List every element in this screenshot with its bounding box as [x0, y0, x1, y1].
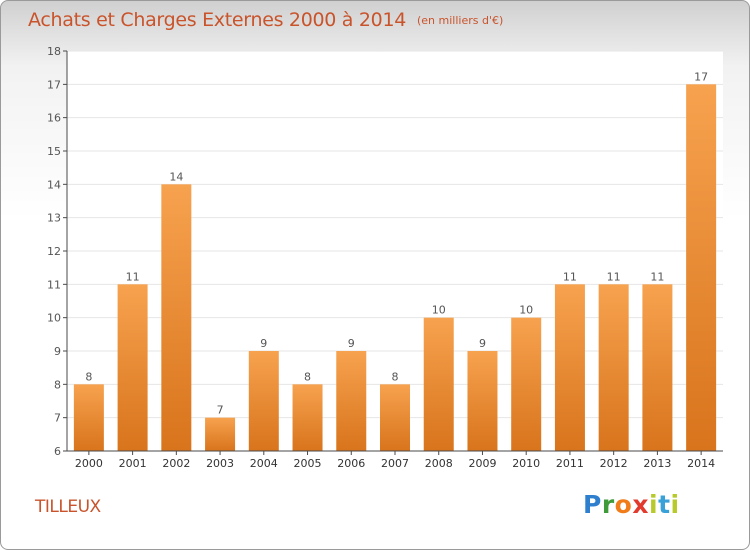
x-tick-label: 2001: [119, 457, 147, 470]
x-tick-label: 2006: [337, 457, 365, 470]
logo-letter: x: [632, 490, 649, 519]
y-tick-label: 6: [54, 445, 61, 458]
data-label: 8: [304, 370, 311, 383]
y-tick-label: 10: [47, 312, 61, 325]
proxiti-logo: Proxiti: [583, 490, 680, 519]
x-tick-label: 2003: [206, 457, 234, 470]
data-label: 10: [519, 304, 533, 317]
chart-unit: (en milliers d'€): [417, 14, 504, 27]
bar: [248, 351, 279, 451]
data-label: 10: [432, 304, 446, 317]
y-tick-label: 7: [54, 412, 61, 425]
logo-letter: i: [670, 490, 680, 519]
data-label: 11: [607, 270, 621, 283]
x-tick-label: 2014: [687, 457, 715, 470]
y-tick-label: 15: [47, 145, 61, 158]
x-tick-label: 2007: [381, 457, 409, 470]
x-tick-label: 2008: [425, 457, 453, 470]
bar: [205, 417, 236, 451]
logo-letter: r: [601, 490, 615, 519]
bar: [554, 284, 585, 451]
x-tick-label: 2010: [512, 457, 540, 470]
bar: [423, 317, 454, 451]
bar: [336, 351, 367, 451]
x-tick-label: 2009: [468, 457, 496, 470]
commune-name: TILLEUX: [35, 497, 101, 517]
x-tick-label: 2013: [643, 457, 671, 470]
x-tick-label: 2012: [600, 457, 628, 470]
bar: [117, 284, 148, 451]
logo-letter: t: [658, 490, 671, 519]
y-tick-label: 18: [47, 45, 61, 58]
data-label: 8: [85, 370, 92, 383]
logo-letter: o: [614, 490, 633, 519]
x-tick-label: 2005: [294, 457, 322, 470]
x-tick-label: 2004: [250, 457, 278, 470]
bar: [598, 284, 629, 451]
chart-title: Achats et Charges Externes 2000 à 2014: [28, 9, 407, 31]
bar: [73, 384, 104, 451]
x-tick-label: 2000: [75, 457, 103, 470]
y-tick-label: 9: [54, 345, 61, 358]
y-tick-label: 13: [47, 212, 61, 225]
y-tick-label: 16: [47, 112, 61, 125]
data-label: 9: [479, 337, 486, 350]
y-tick-label: 12: [47, 245, 61, 258]
bar: [511, 317, 542, 451]
bar: [161, 184, 192, 452]
x-tick-label: 2002: [162, 457, 190, 470]
bar: [467, 351, 498, 451]
bar: [380, 384, 410, 451]
data-label: 14: [169, 170, 183, 183]
data-label: 11: [126, 270, 140, 283]
logo-letter: P: [583, 490, 602, 519]
y-tick-label: 17: [47, 78, 61, 91]
data-label: 9: [260, 337, 267, 350]
y-tick-label: 14: [47, 178, 61, 191]
data-label: 7: [217, 404, 224, 417]
y-tick-label: 8: [54, 378, 61, 391]
data-label: 9: [348, 337, 355, 350]
data-label: 11: [563, 270, 577, 283]
data-label: 11: [650, 270, 664, 283]
bar: [686, 84, 717, 451]
data-label: 8: [392, 370, 399, 383]
bar: [292, 384, 323, 451]
y-tick-label: 11: [47, 278, 61, 291]
data-label: 17: [694, 70, 708, 83]
x-tick-label: 2011: [556, 457, 584, 470]
logo-letter: i: [649, 490, 659, 519]
bar: [642, 284, 673, 451]
